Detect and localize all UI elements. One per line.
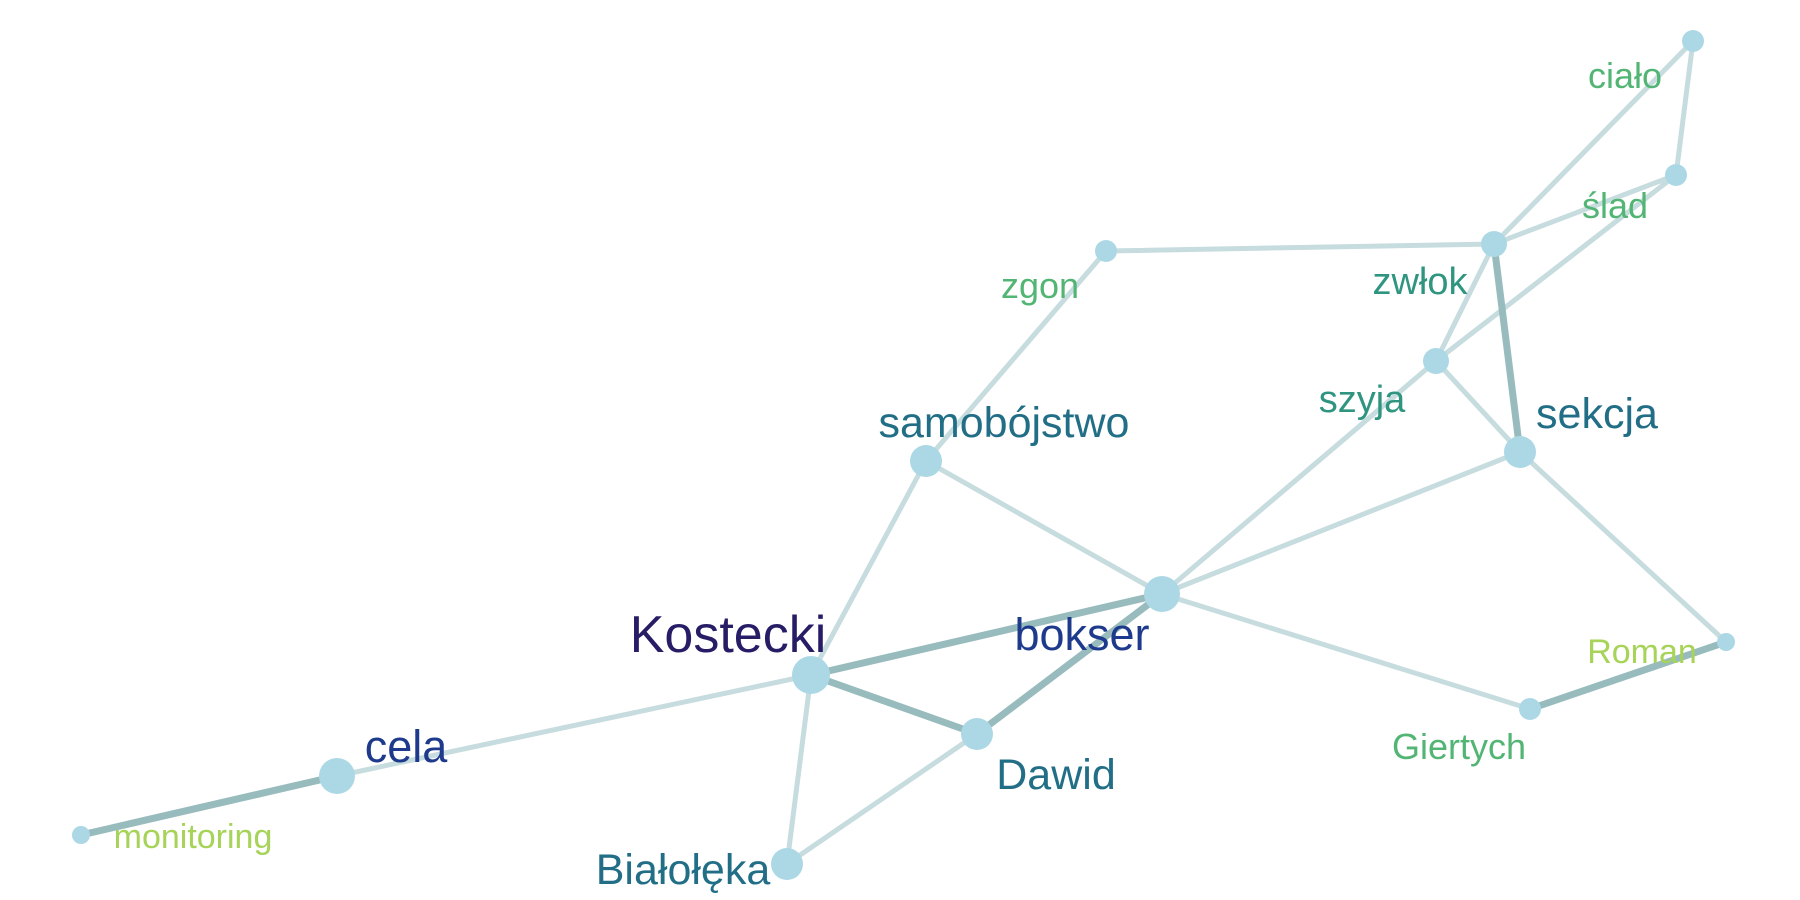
node-label-kostecki: Kostecki xyxy=(630,606,827,664)
node-cialo xyxy=(1682,30,1704,52)
node-kostecki xyxy=(792,656,830,694)
edge-szyja-bokser xyxy=(1159,358,1439,597)
node-monitoring xyxy=(72,826,90,844)
edge-samobojstwo-bokser xyxy=(923,458,1165,597)
edge-cialo-zwlok xyxy=(1491,38,1696,247)
node-label-monitoring: monitoring xyxy=(114,818,273,856)
node-label-bialoleka: Białołęka xyxy=(596,846,771,894)
node-roman xyxy=(1717,633,1735,651)
node-label-cela: cela xyxy=(365,721,449,772)
node-label-zwlok: zwłok xyxy=(1372,261,1468,303)
edge-slad-szyja xyxy=(1433,172,1679,364)
node-label-slad: ślad xyxy=(1582,185,1648,226)
node-label-roman: Roman xyxy=(1587,633,1697,671)
edge-kostecki-dawid xyxy=(807,671,981,738)
edge-slad-zwlok xyxy=(1491,172,1679,247)
edge-zwlok-sekcja xyxy=(1490,240,1524,456)
node-zwlok xyxy=(1481,231,1507,257)
edge-kostecki-cela xyxy=(334,672,814,779)
node-slad xyxy=(1665,164,1687,186)
node-zgon xyxy=(1095,240,1117,262)
node-samobojstwo xyxy=(910,445,942,477)
node-label-dawid: Dawid xyxy=(996,751,1116,799)
node-label-zgon: zgon xyxy=(1001,265,1079,306)
node-bialoleka xyxy=(771,848,803,880)
node-szyja xyxy=(1423,348,1449,374)
node-label-sekcja: sekcja xyxy=(1536,390,1658,438)
edge-sekcja-bokser xyxy=(1159,449,1523,597)
node-cela xyxy=(319,758,355,794)
labels-layer: ciało ślad zwłok zgon szyja sekcja samobójstwo… xyxy=(114,55,1697,894)
node-dawid xyxy=(961,718,993,750)
node-bokser xyxy=(1144,576,1180,612)
edge-cela-monitoring xyxy=(77,772,341,839)
edge-bokser-kostecki xyxy=(807,590,1166,679)
edge-bokser-giertych xyxy=(1159,591,1533,712)
node-label-szyja: szyja xyxy=(1319,379,1406,421)
edge-dawid-bialoleka xyxy=(784,731,980,867)
node-sekcja xyxy=(1504,436,1536,468)
node-label-cialo: ciało xyxy=(1588,55,1662,96)
node-label-giertych: Giertych xyxy=(1392,726,1526,767)
edge-sekcja-roman xyxy=(1517,449,1729,645)
edge-kostecki-bialoleka xyxy=(784,672,814,867)
edge-cialo-slad xyxy=(1673,38,1696,178)
edge-zgon-zwlok xyxy=(1103,241,1497,254)
node-giertych xyxy=(1519,698,1541,720)
edge-szyja-sekcja xyxy=(1433,358,1523,455)
edge-giertych-roman xyxy=(1526,638,1730,713)
edge-zwlok-szyja xyxy=(1433,241,1497,364)
edges-layer xyxy=(77,38,1730,867)
edge-bokser-dawid xyxy=(973,590,1166,738)
node-label-bokser: bokser xyxy=(1014,609,1149,660)
node-label-samobojstwo: samobójstwo xyxy=(879,399,1130,447)
edge-zgon-samobojstwo xyxy=(923,248,1109,464)
edge-samobojstwo-kostecki xyxy=(808,458,929,678)
nodes-layer xyxy=(72,30,1735,880)
